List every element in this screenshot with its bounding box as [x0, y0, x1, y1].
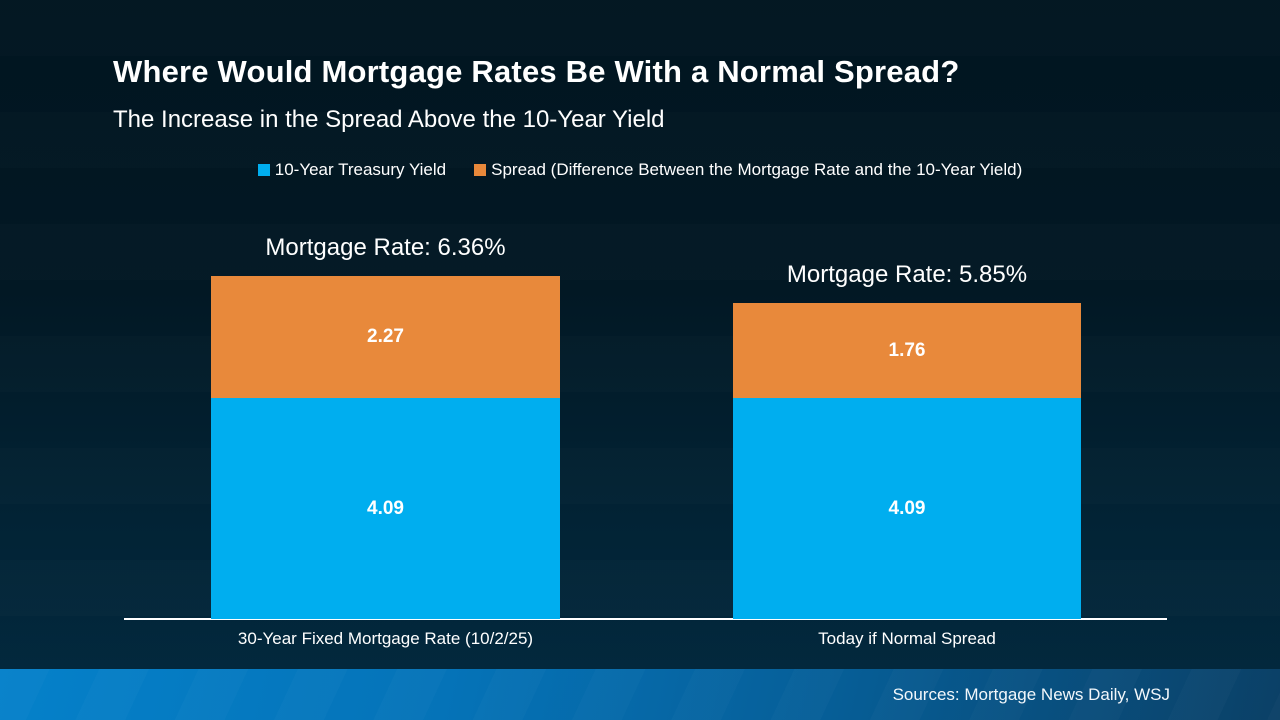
category-label: 30-Year Fixed Mortgage Rate (10/2/25) — [237, 629, 534, 648]
footer-band: Sources: Mortgage News Daily, WSJ — [0, 669, 1280, 720]
legend-item-label: Spread (Difference Between the Mortgage … — [491, 160, 1023, 179]
chart-title: Where Would Mortgage Rates Be With a Nor… — [113, 54, 960, 89]
sources-text: Sources: Mortgage News Daily, WSJ — [892, 684, 1170, 704]
bar-segment-spread: 1.76 — [733, 303, 1081, 399]
bar-total-label: Mortgage Rate: 5.85% — [786, 261, 1028, 289]
bar-segment-spread: 2.27 — [211, 275, 560, 399]
x-axis-line — [124, 618, 1167, 620]
legend-item-label: 10-Year Treasury Yield — [274, 160, 447, 179]
legend-item: Spread (Difference Between the Mortgage … — [474, 160, 1022, 180]
bar-segment-treasury-yield: 4.09 — [211, 398, 560, 619]
chart-legend: 10-Year Treasury Yield Spread (Difference… — [0, 160, 1280, 180]
chart-subtitle: The Increase in the Spread Above the 10-… — [113, 106, 665, 133]
category-label: Today if Normal Spread — [818, 629, 996, 648]
bar-total-label: Mortgage Rate: 6.36% — [265, 233, 506, 261]
segment-value-label: 1.76 — [888, 339, 926, 361]
legend-swatch-icon — [257, 164, 270, 176]
legend-item: 10-Year Treasury Yield — [257, 160, 447, 180]
legend-swatch-icon — [474, 164, 487, 176]
segment-value-label: 4.09 — [367, 497, 404, 519]
segment-value-label: 2.27 — [367, 325, 404, 347]
bar-segment-treasury-yield: 4.09 — [733, 398, 1081, 619]
segment-value-label: 4.09 — [888, 497, 926, 519]
